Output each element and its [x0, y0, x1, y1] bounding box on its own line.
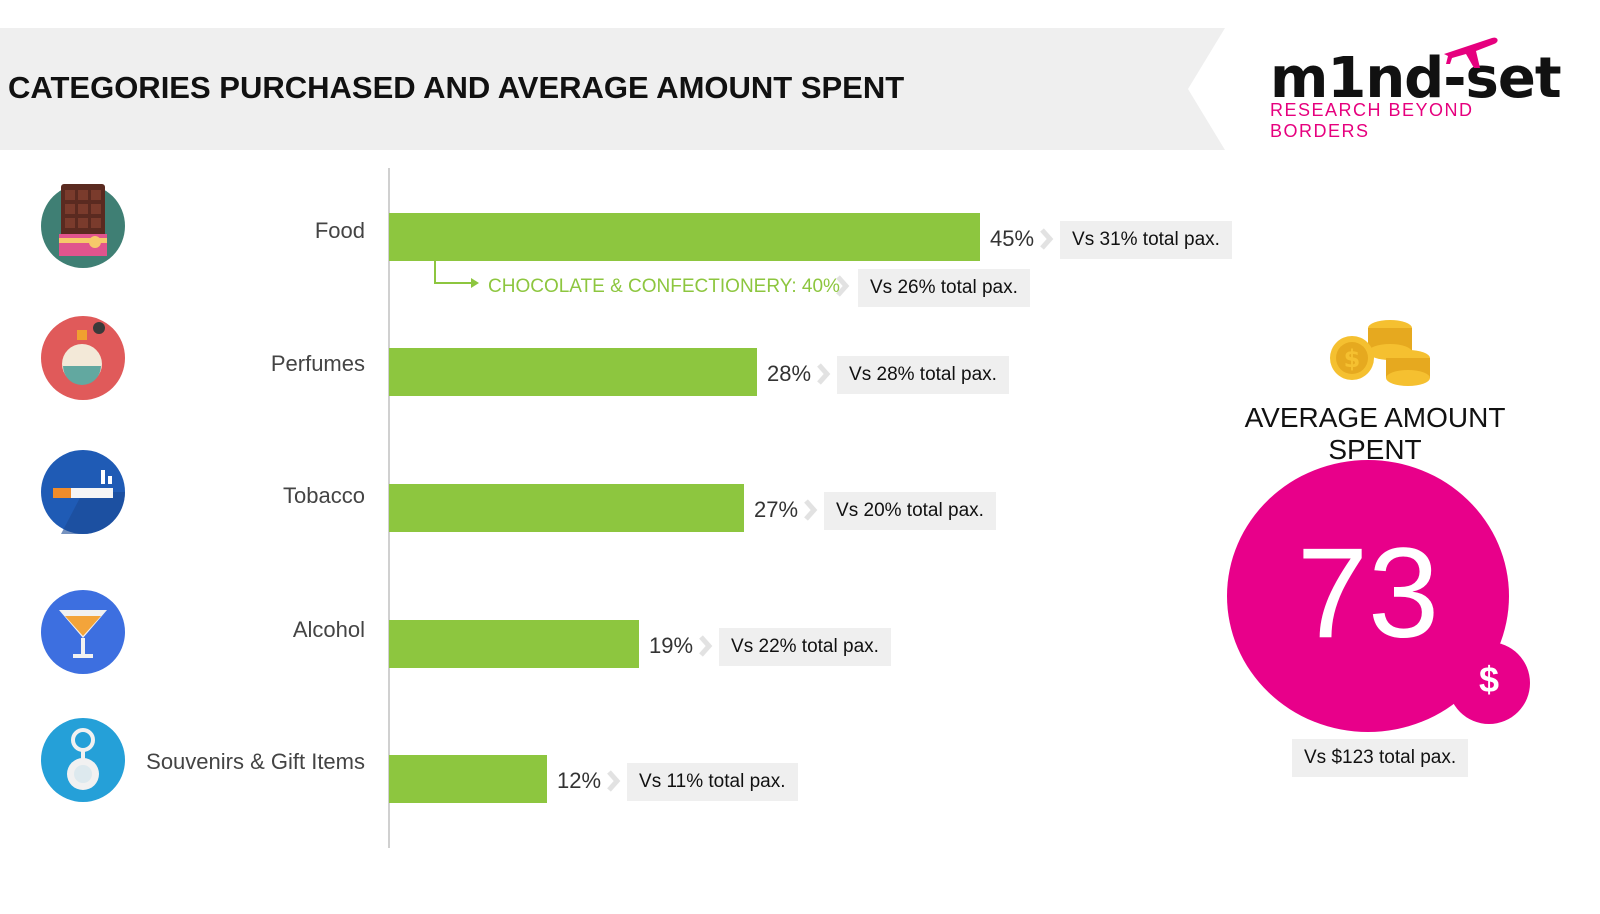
chevron-right-icon: [817, 363, 831, 385]
chevron-right-icon: [836, 275, 850, 297]
average-comparison: Vs $123 total pax.: [1292, 739, 1469, 777]
cigarette-icon: [41, 450, 125, 534]
category-label: Souvenirs & Gift Items: [146, 749, 365, 774]
title-band: [0, 28, 1225, 150]
logo-tagline: RESEARCH BEYOND BORDERS: [1270, 100, 1474, 141]
value-label: 27%: [754, 497, 799, 522]
bar: [389, 620, 639, 668]
bar: [389, 484, 744, 532]
comparison-label: Vs 20% total pax.: [824, 492, 996, 530]
value-label: 45%: [990, 226, 1035, 251]
sub-category-comparison: Vs 26% total pax.: [858, 269, 1030, 307]
currency-symbol: $: [1478, 659, 1500, 700]
chevron-right-icon: [607, 770, 621, 792]
comparison-label: Vs 22% total pax.: [719, 628, 891, 666]
sub-category-label: CHOCOLATE & CONFECTIONERY: 40%: [488, 276, 840, 297]
chevron-right-icon: [699, 635, 713, 657]
average-value: 73: [1296, 522, 1440, 665]
logo-wordmark: m1nd-set: [1270, 46, 1562, 111]
chevron-right-icon: [1040, 228, 1054, 250]
brand-logo: m1nd-set RESEARCH BEYOND BORDERS: [1270, 24, 1570, 141]
category-label: Tobacco: [283, 483, 365, 508]
perfume-icon: [41, 316, 125, 400]
category-label: Alcohol: [292, 617, 365, 642]
svg-text:$: $: [1344, 345, 1361, 373]
chevron-right-icon: [804, 499, 818, 521]
category-label: Food: [314, 218, 365, 243]
airplane-icon: [1444, 37, 1498, 68]
value-label: 12%: [557, 768, 602, 793]
comparison-label: Vs 28% total pax.: [837, 356, 1009, 394]
value-label: 28%: [767, 361, 812, 386]
bar: [389, 755, 547, 803]
elbow-arrow-icon: [434, 255, 479, 288]
coins-icon: $: [1330, 320, 1430, 386]
keychain-icon: [41, 718, 125, 802]
currency-badge: [1448, 642, 1530, 724]
bar: [389, 213, 980, 261]
cocktail-icon: [41, 590, 125, 674]
value-label: 19%: [649, 633, 694, 658]
comparison-label: Vs 11% total pax.: [627, 763, 798, 801]
average-title: AVERAGE AMOUNT SPENT: [1244, 402, 1506, 465]
chocolate-icon: [41, 184, 125, 268]
page-title: CATEGORIES PURCHASED AND AVERAGE AMOUNT …: [8, 70, 905, 105]
comparison-label: Vs 31% total pax.: [1060, 221, 1232, 259]
category-label: Perfumes: [270, 351, 365, 376]
bar: [389, 348, 757, 396]
